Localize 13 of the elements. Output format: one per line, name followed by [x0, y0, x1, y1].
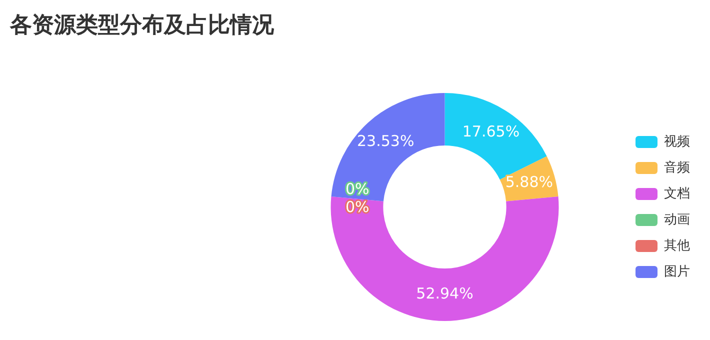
text: 0% — [345, 180, 370, 198]
text: 各资源类型分布及占比情况 — [10, 12, 274, 40]
data-label: 52.94% — [416, 284, 474, 303]
legend-label: 视频 — [664, 134, 690, 150]
data-label: 5.88% — [505, 172, 554, 191]
data-label: 23.53% — [357, 132, 414, 150]
legend-label: 音频 — [664, 160, 690, 176]
legend-label: 动画 — [664, 212, 690, 228]
data-label: 17.65% — [462, 122, 520, 140]
legend-label: 文档 — [664, 186, 690, 202]
legend-label: 图片 — [664, 264, 690, 280]
legend-label: 其他 — [664, 238, 690, 254]
text: 0% — [345, 198, 370, 216]
